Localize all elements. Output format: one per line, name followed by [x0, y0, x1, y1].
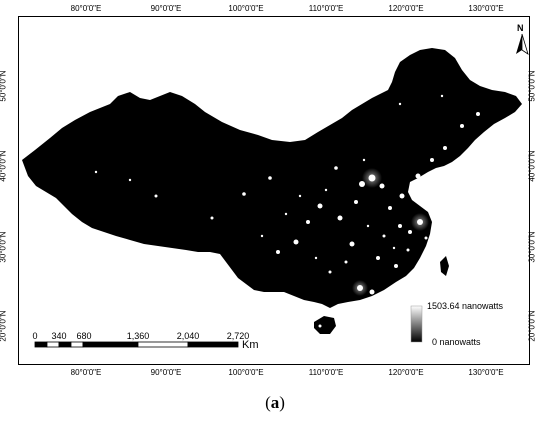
lon-label-bottom: 120°0'0"E	[388, 368, 424, 377]
scale-number: 680	[76, 331, 92, 341]
scale-number: 0	[32, 331, 38, 341]
lon-label-bottom: 80°0'0"E	[70, 368, 102, 377]
map-title-line-2: Mainland China in 2016	[192, 51, 358, 70]
north-label: N	[517, 23, 524, 33]
north-arrow-icon	[516, 33, 529, 55]
scale-number: 2,720	[226, 331, 250, 341]
lon-label-bottom: 130°0'0"E	[468, 368, 504, 377]
caption-letter: a	[270, 393, 280, 412]
legend-min-label: 0 nanowatts	[432, 337, 481, 347]
caption-close-paren: )	[279, 393, 285, 412]
hainan-island	[314, 316, 336, 334]
scale-number: 340	[51, 331, 67, 341]
map-title-line-1: VIIRS DNB nighttime annual stable lights…	[121, 32, 429, 51]
scale-unit: Km	[242, 339, 259, 351]
scale-bar	[34, 341, 239, 348]
legend-gradient-bar	[410, 305, 423, 343]
lon-label-top: 130°0'0"E	[468, 4, 504, 13]
figure-caption: (a)	[0, 393, 550, 413]
scale-number: 2,040	[176, 331, 200, 341]
lon-label-bottom: 90°0'0"E	[150, 368, 182, 377]
lon-label-bottom: 110°0'0"E	[308, 368, 344, 377]
lon-label-top: 80°0'0"E	[70, 4, 102, 13]
taiwan-island	[440, 256, 449, 276]
lon-label-top: 120°0'0"E	[388, 4, 424, 13]
legend-max-label: 1503.64 nanowatts	[427, 301, 504, 311]
lon-label-top: 90°0'0"E	[150, 4, 182, 13]
city-lights	[94, 94, 480, 328]
lon-label-top: 100°0'0"E	[228, 4, 264, 13]
lon-label-bottom: 100°0'0"E	[228, 368, 264, 377]
lon-label-top: 110°0'0"E	[308, 4, 344, 13]
china-landmass	[22, 48, 522, 308]
caption-open-paren: (	[265, 393, 271, 412]
scale-number: 1,360	[126, 331, 150, 341]
